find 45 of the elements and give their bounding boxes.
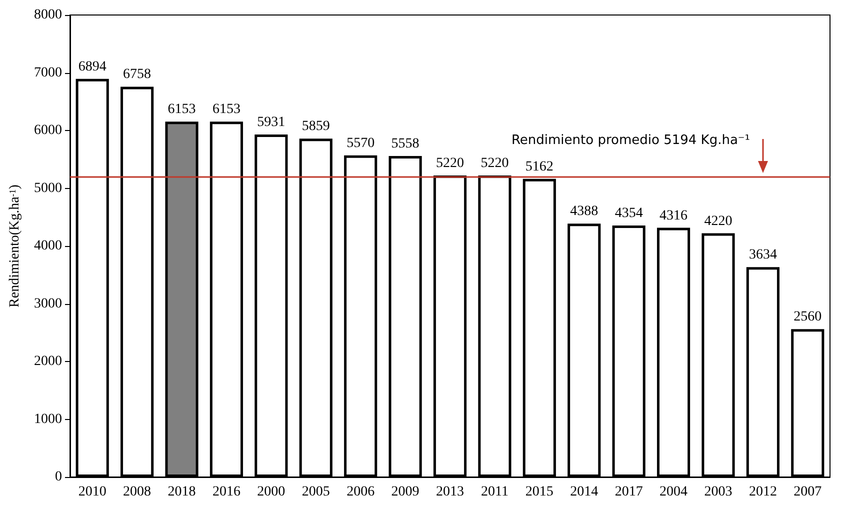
ref-line-label: Rendimiento promedio 5194 Kg.ha⁻¹ [511,133,750,148]
data-label: 6153 [212,102,240,118]
x-tick-label: 2016 [212,484,240,500]
y-tick-label: 8000 [34,8,62,22]
x-tick-label: 2017 [614,484,643,500]
y-tick-label: 0 [55,470,62,484]
x-tick-label: 2011 [480,484,508,500]
data-label: 4354 [614,206,643,222]
data-label: 5220 [436,156,464,172]
x-tick-label: 2010 [78,484,106,500]
x-tick-label: 2000 [257,484,286,500]
x-tick-label: 2006 [346,484,375,500]
x-tick-label: 2018 [168,484,196,500]
data-label: 5558 [391,136,420,152]
data-label: 5931 [257,114,286,130]
y-tick-label: 1000 [34,412,62,427]
data-label: 5859 [302,119,330,134]
x-tick-label: 2003 [704,484,732,500]
x-tick-label: 2009 [391,484,420,500]
y-tick-label: 7000 [34,65,62,80]
data-label: 2560 [794,310,822,325]
data-label: 5220 [480,156,509,172]
y-tick-label: 2000 [34,354,62,369]
data-label: 3634 [748,248,777,263]
x-tick-label: 2014 [570,484,598,500]
data-label: 6758 [123,67,152,82]
x-tick-label: 2004 [660,484,688,500]
data-label: 4316 [660,208,688,224]
x-tick-label: 2007 [794,484,822,500]
data-label: 5570 [346,136,375,151]
data-label: 5162 [525,159,554,174]
x-tick-label: 2012 [748,484,777,500]
data-label: 4220 [704,214,732,229]
y-tick-label: 5000 [34,180,62,196]
data-label: 4388 [570,204,598,220]
x-tick-label: 2008 [123,484,152,500]
y-tick-label: 6000 [34,123,62,138]
x-tick-label: 2015 [525,484,554,500]
data-label: 6894 [78,59,106,74]
data-label: 6153 [168,102,196,118]
x-tick-label: 2005 [302,484,330,500]
y-tick-label: 3000 [34,296,62,312]
y-tick-label: 4000 [34,238,62,254]
x-tick-label: 2013 [436,484,464,500]
y-axis-title: Rendimiento(Kg.ha-1) [8,184,22,308]
